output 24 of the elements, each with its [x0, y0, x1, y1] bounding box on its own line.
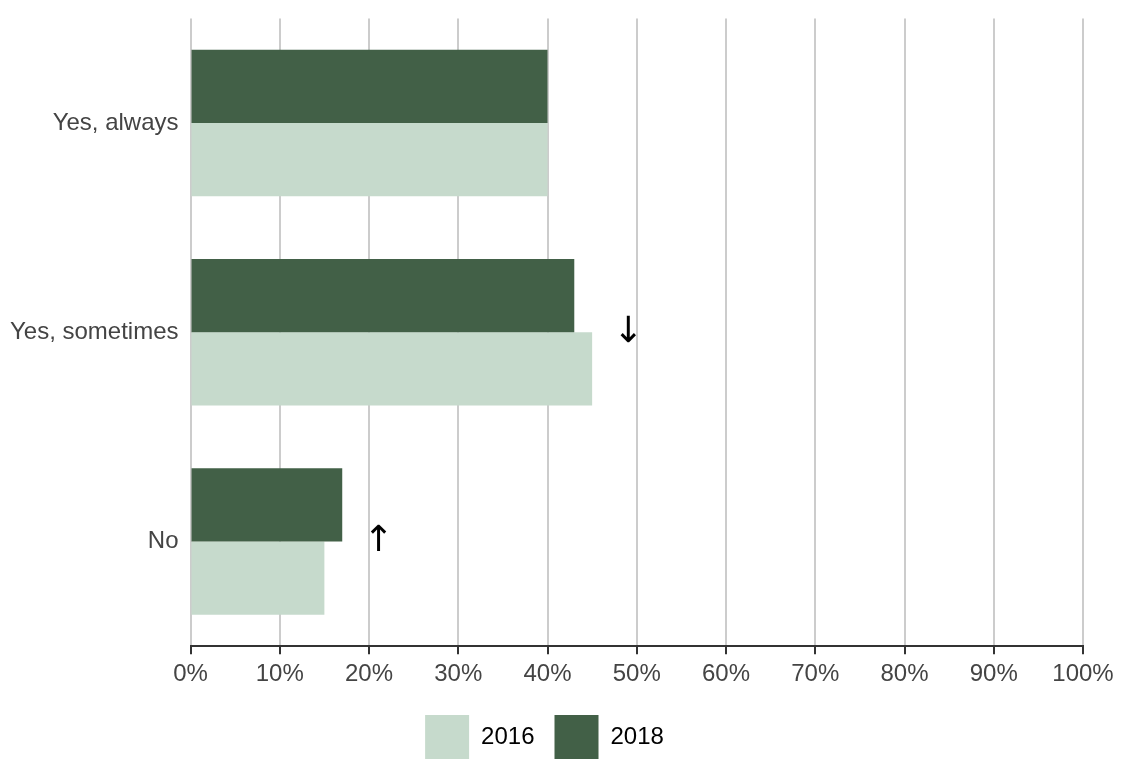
- x-tick-label: 10%: [255, 659, 304, 687]
- y-tick-label: Yes, always: [52, 107, 179, 135]
- x-tick-label: 0%: [173, 659, 208, 687]
- legend-label: 2016: [481, 721, 535, 749]
- bar: [191, 468, 343, 542]
- bar: [191, 541, 325, 615]
- y-tick-label: Yes, sometimes: [10, 316, 179, 344]
- x-tick-label: 60%: [701, 659, 751, 687]
- x-tick-label: 90%: [969, 659, 1018, 687]
- legend-label: 2018: [610, 721, 664, 749]
- y-tick-label: No: [147, 526, 179, 554]
- x-tick-label: 30%: [434, 659, 483, 687]
- x-tick-label: 70%: [791, 659, 840, 687]
- bar: [191, 49, 548, 124]
- bar: [191, 123, 548, 197]
- x-tick-label: 20%: [344, 659, 394, 687]
- x-tick-label: 40%: [523, 659, 572, 687]
- bar: [191, 259, 575, 333]
- x-tick-label: 50%: [612, 659, 661, 687]
- bar: [191, 332, 593, 406]
- x-tick-label: 100%: [1052, 659, 1114, 687]
- annotation: ↓: [613, 308, 644, 350]
- x-tick-label: 80%: [880, 659, 929, 687]
- annotation: ↑: [363, 517, 394, 559]
